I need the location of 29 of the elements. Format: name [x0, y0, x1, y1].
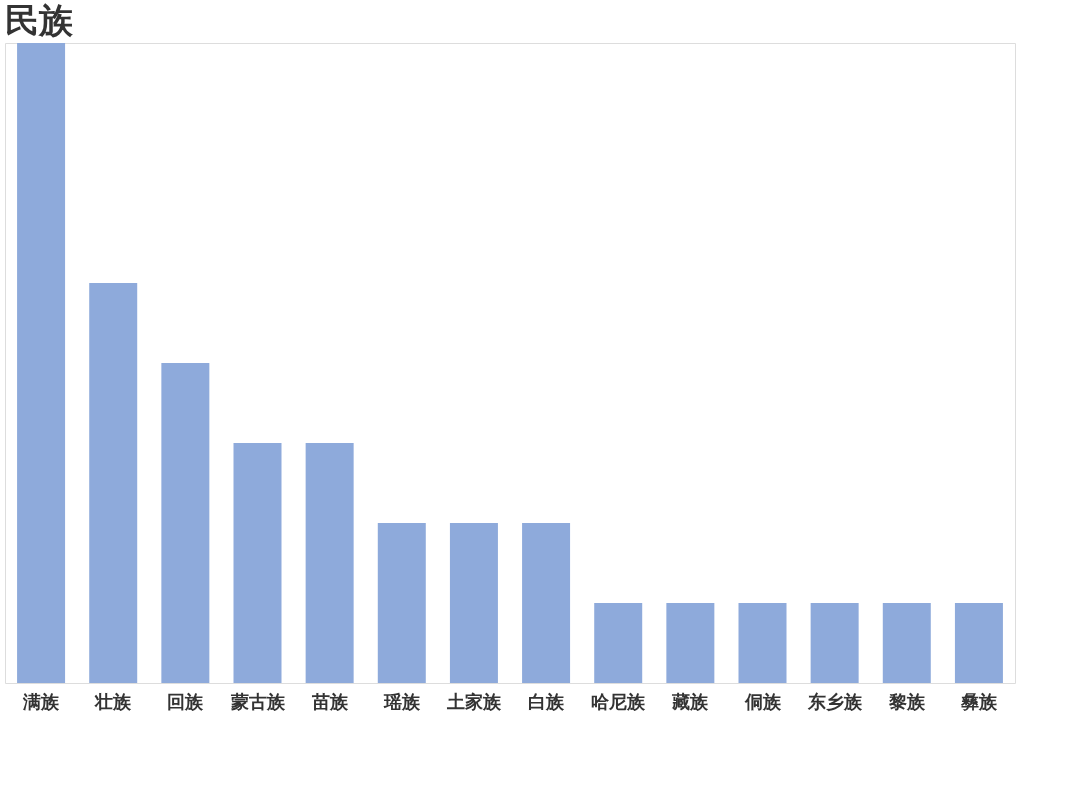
x-tick-label: 黎族 — [887, 690, 926, 712]
bar — [161, 363, 210, 683]
x-tick-label: 瑶族 — [382, 690, 421, 712]
x-tick-label: 满族 — [22, 690, 61, 712]
bar — [666, 603, 715, 683]
bar — [449, 523, 498, 683]
bar — [89, 283, 138, 683]
x-tick-label: 东乡族 — [806, 690, 863, 712]
bar — [305, 443, 354, 683]
bar — [810, 603, 859, 683]
bar — [882, 603, 931, 683]
chart-title: 民族 — [5, 0, 74, 40]
x-tick-label: 土家族 — [445, 690, 502, 712]
bar — [522, 523, 571, 683]
bar — [738, 603, 787, 683]
x-tick-label: 壮族 — [94, 690, 133, 712]
x-tick-label: 回族 — [167, 690, 205, 712]
x-tick-label: 哈尼族 — [591, 690, 647, 712]
x-tick-label: 藏族 — [671, 690, 710, 712]
bar — [17, 43, 66, 683]
x-tick-label: 白族 — [528, 690, 566, 712]
bar — [594, 603, 643, 683]
x-tick-label: 彝族 — [959, 690, 998, 712]
x-tick-label: 侗族 — [743, 690, 782, 712]
bar — [954, 603, 1003, 683]
x-tick-label: 苗族 — [310, 690, 349, 712]
bar — [233, 443, 282, 683]
x-tick-label: 蒙古族 — [229, 690, 286, 712]
bar — [377, 523, 426, 683]
